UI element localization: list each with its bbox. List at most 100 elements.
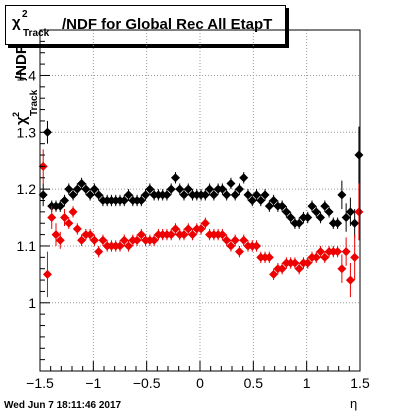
data-point	[170, 173, 180, 183]
data-point	[136, 196, 146, 205]
data-point	[256, 196, 266, 205]
data-point	[311, 252, 321, 262]
plot-title: χ 2 Track /NDF for Global Rec All EtapT	[5, 5, 286, 45]
data-point	[77, 235, 87, 245]
data-point	[239, 173, 249, 183]
data-point	[350, 218, 360, 228]
x-tick-label: −0.5	[133, 375, 161, 391]
x-tick-label: 0.5	[244, 375, 264, 391]
data-point	[226, 178, 236, 188]
data-point	[94, 247, 104, 257]
data-point	[183, 224, 193, 234]
data-point	[277, 201, 287, 211]
data-point	[55, 235, 65, 245]
data-point	[345, 207, 355, 217]
data-point	[85, 190, 95, 200]
timestamp: Wed Jun 7 18:11:46 2017	[4, 400, 122, 411]
data-point	[179, 230, 189, 240]
data-point	[281, 207, 291, 217]
data-point	[269, 269, 279, 279]
data-point	[226, 241, 236, 251]
data-point	[77, 178, 87, 188]
data-point	[124, 241, 134, 251]
data-point	[166, 230, 176, 240]
data-point	[264, 252, 274, 262]
y-tick-label: 1.1	[17, 238, 37, 254]
x-tick-label: 1.5	[350, 375, 370, 391]
data-point	[316, 213, 326, 223]
y-tick-label: 1.4	[17, 67, 37, 83]
data-point	[170, 224, 180, 234]
data-point	[354, 207, 364, 217]
data-point	[64, 184, 74, 194]
y-label-superscript: 2	[11, 112, 21, 117]
data-point	[286, 213, 296, 223]
data-point	[333, 247, 343, 257]
y-tick-label: 1	[28, 295, 36, 311]
data-point	[38, 190, 48, 200]
series-1	[38, 149, 364, 298]
data-point	[217, 184, 227, 194]
axis-ticks: −1.5 −1 −0.5 0 0.5 1 1.5 1 1.1 1.2 1.3 1.4	[17, 29, 370, 391]
data-point	[277, 264, 287, 274]
data-point	[222, 190, 232, 200]
y-label-subscript: Track	[29, 89, 40, 116]
data-point	[252, 241, 262, 251]
data-point	[320, 201, 330, 211]
data-point	[222, 235, 232, 245]
data-point	[162, 190, 172, 200]
data-point	[294, 264, 304, 274]
series-0	[38, 120, 364, 238]
x-axis-label: η	[350, 396, 358, 411]
data-point	[311, 207, 321, 217]
data-point	[252, 190, 262, 200]
data-point	[264, 201, 274, 211]
data-point	[98, 235, 108, 245]
data-point	[303, 258, 313, 268]
data-point	[200, 218, 210, 228]
y-axis-label: χ 2 Track /NDF	[11, 45, 40, 125]
data-point	[183, 184, 193, 194]
data-point	[243, 190, 253, 200]
data-point	[89, 184, 99, 194]
data-point	[47, 213, 57, 223]
data-point	[51, 230, 61, 240]
data-point	[341, 213, 351, 223]
data-point	[94, 190, 104, 200]
data-point	[290, 258, 300, 268]
data-point	[324, 207, 334, 217]
data-point	[166, 184, 176, 194]
data-point	[205, 184, 215, 194]
data-point	[260, 190, 270, 200]
data-point	[269, 196, 279, 205]
data-point	[196, 224, 206, 234]
y-tick-label: 1.3	[17, 124, 37, 140]
data-point	[68, 190, 78, 200]
y-label-symbol: χ	[13, 116, 30, 125]
x-tick-label: −1	[85, 375, 101, 391]
y-tick-label: 1.2	[17, 181, 37, 197]
title-superscript: 2	[22, 9, 28, 20]
data-point	[303, 213, 313, 223]
x-tick-label: −1.5	[26, 375, 54, 391]
chart-canvas: −1.5 −1 −0.5 0 0.5 1 1.5 1 1.1 1.2 1.3 1.4 χ 2 Trac…	[11, 29, 370, 391]
data-point	[55, 201, 65, 211]
data-point	[68, 207, 78, 217]
data-point	[115, 241, 125, 251]
data-point	[307, 201, 317, 211]
data-point	[350, 252, 360, 262]
x-tick-label: 1	[303, 375, 311, 391]
data-point	[337, 190, 347, 200]
data-point	[141, 190, 151, 200]
data-point	[132, 235, 142, 245]
data-point	[175, 184, 185, 194]
data-point	[188, 230, 198, 240]
title-text: /NDF for Global Rec All EtapT	[62, 16, 273, 33]
grid	[40, 30, 360, 371]
data-point	[72, 184, 82, 194]
data-point	[345, 275, 355, 285]
data-point	[320, 252, 330, 262]
data-point	[209, 190, 219, 200]
data-point	[72, 224, 82, 234]
data-point	[89, 235, 99, 245]
